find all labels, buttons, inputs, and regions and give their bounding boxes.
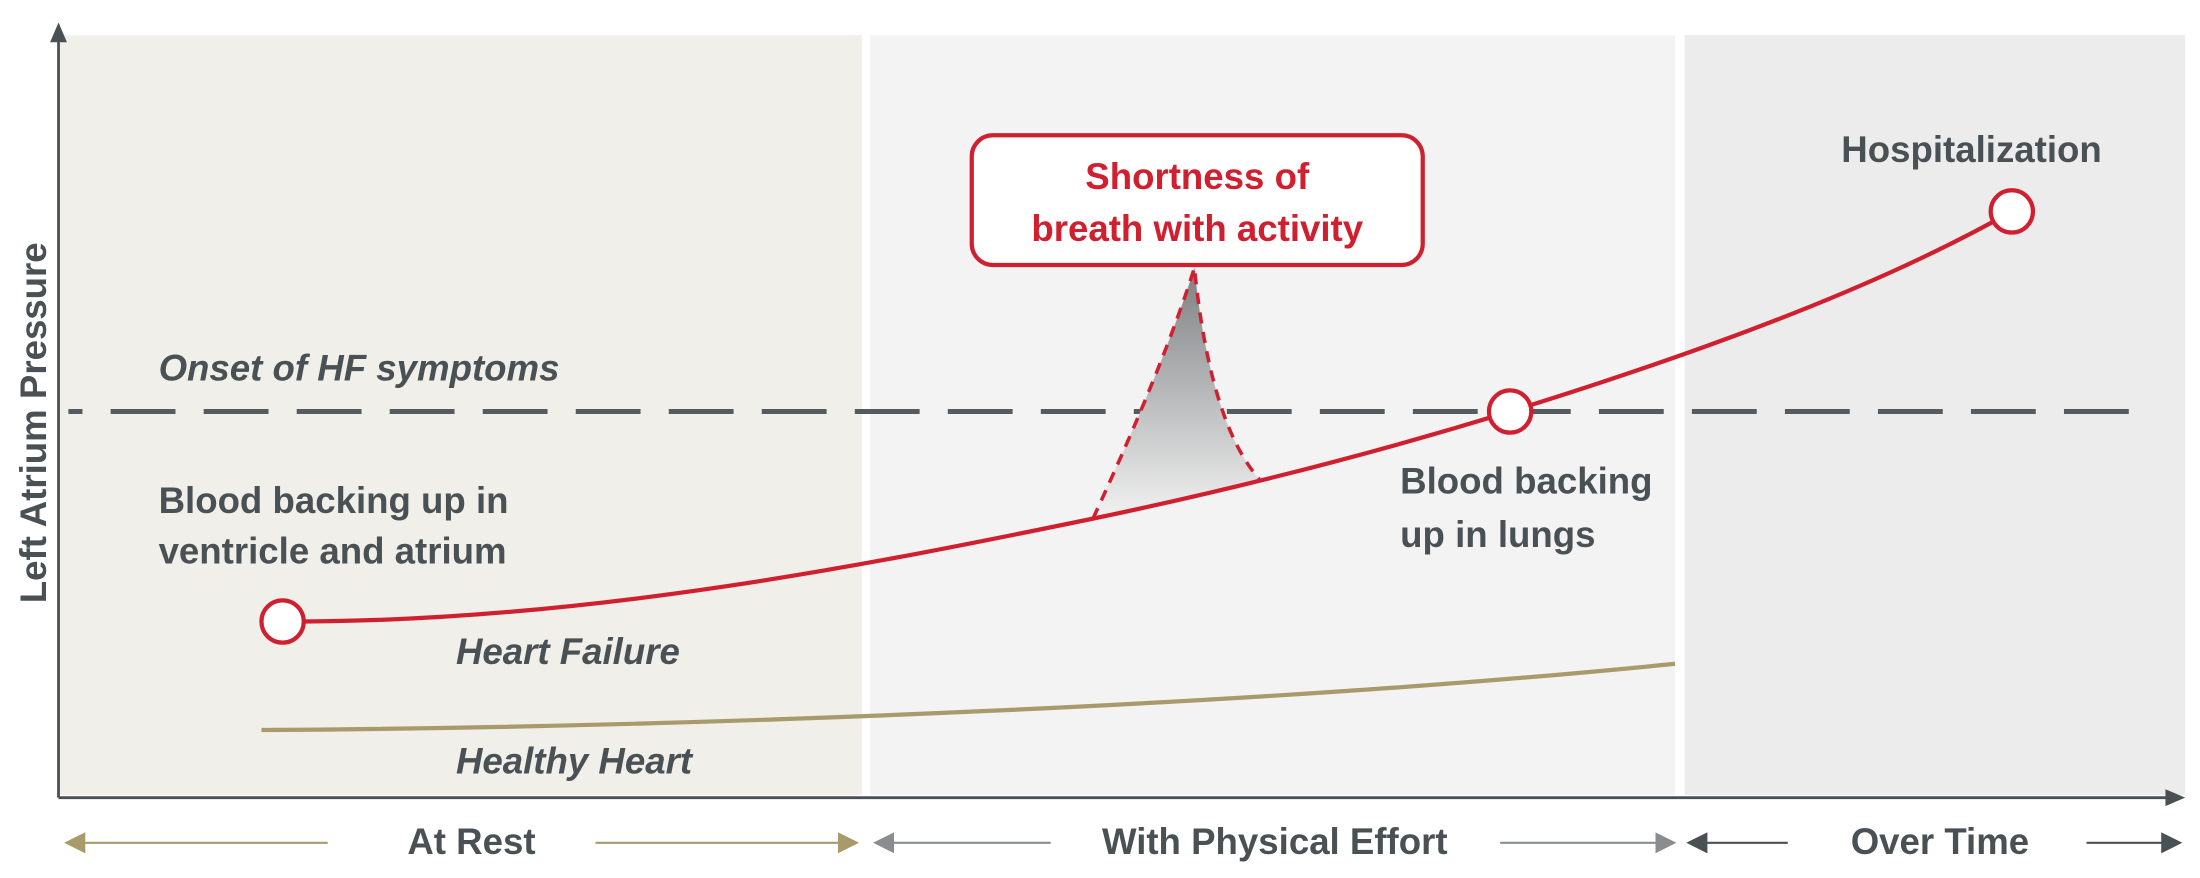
hospitalization-label: Hospitalization bbox=[1841, 129, 2101, 170]
activity-spike-outline bbox=[1091, 267, 1261, 520]
threshold-label: Onset of HF symptoms bbox=[159, 348, 560, 389]
ventricle-label-1: Blood backing up in bbox=[159, 480, 509, 521]
x-axis-arrow-icon bbox=[2165, 789, 2186, 807]
point-lungs bbox=[1486, 388, 1534, 435]
point-ventricle bbox=[259, 598, 306, 645]
point-hospitalization bbox=[1988, 188, 2036, 235]
phase-label-over-time: Over Time bbox=[1851, 821, 2029, 862]
y-axis-arrow-icon bbox=[50, 22, 67, 43]
phase-bg-over-time bbox=[1684, 35, 2186, 795]
heart-failure-line bbox=[303, 209, 2013, 624]
callout-box bbox=[969, 133, 1425, 268]
callout-line-2: breath with activity bbox=[1031, 208, 1363, 249]
callout-line-1: Shortness of bbox=[1085, 156, 1310, 197]
ventricle-label-2: ventricle and atrium bbox=[159, 531, 507, 572]
phase-bg-at-rest bbox=[59, 35, 862, 795]
heart-failure-label: Heart Failure bbox=[456, 631, 680, 672]
healthy-heart-label: Healthy Heart bbox=[456, 741, 694, 782]
y-axis-label: Left Atrium Pressure bbox=[13, 242, 54, 603]
phase-label-at-rest: At Rest bbox=[407, 821, 535, 862]
healthy-heart-line bbox=[261, 661, 1676, 733]
activity-spike-fill bbox=[1092, 267, 1260, 519]
phase-label-physical-effort: With Physical Effort bbox=[1102, 821, 1448, 862]
lungs-label-2: up in lungs bbox=[1400, 514, 1595, 555]
lungs-label-1: Blood backing bbox=[1400, 460, 1652, 501]
